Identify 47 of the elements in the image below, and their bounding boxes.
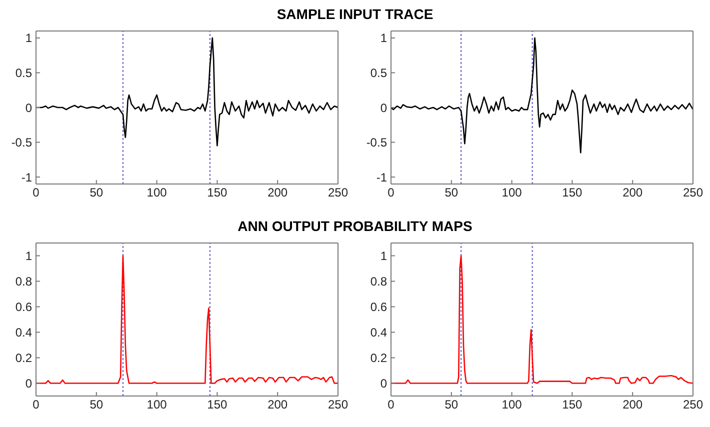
x-tick-label: 100 — [502, 186, 522, 200]
x-tick-label: 200 — [268, 398, 288, 412]
y-tick-label: 0 — [380, 100, 388, 115]
y-tick-label: 0 — [25, 100, 32, 115]
line-series — [36, 255, 338, 384]
x-tick-label: 200 — [268, 186, 288, 200]
x-tick-label: 50 — [444, 186, 458, 200]
x-tick-label: 150 — [562, 186, 583, 200]
x-tick-label: 150 — [207, 186, 228, 200]
y-tick-label: -0.5 — [366, 136, 388, 150]
x-tick-label: 250 — [682, 398, 704, 412]
y-tick-label: 1 — [380, 31, 388, 46]
line-series — [391, 255, 693, 384]
x-tick-label: 250 — [328, 186, 348, 200]
x-tick-label: 200 — [622, 398, 643, 412]
y-tick-label: 0.8 — [370, 274, 388, 289]
x-tick-label: 50 — [444, 398, 458, 412]
x-tick-label: 200 — [622, 186, 643, 200]
y-tick-label: 0.8 — [15, 274, 32, 289]
y-tick-label: 0.4 — [15, 326, 32, 340]
x-tick-label: 150 — [207, 398, 228, 412]
y-tick-label: 1 — [25, 249, 32, 264]
x-tick-label: 100 — [146, 186, 168, 200]
y-tick-label: 0.2 — [370, 351, 388, 366]
x-tick-label: 50 — [90, 398, 104, 412]
y-tick-label: 0.4 — [370, 326, 388, 340]
x-tick-label: 50 — [90, 186, 104, 200]
y-tick-label: 0.5 — [370, 66, 388, 80]
x-tick-label: 100 — [146, 398, 168, 412]
x-tick-label: 250 — [682, 186, 704, 200]
y-tick-label: -0.5 — [11, 136, 32, 150]
y-tick-label: 1 — [380, 249, 388, 264]
y-tick-label: -1 — [376, 170, 388, 184]
y-tick-label: 0.6 — [370, 300, 388, 314]
y-tick-label: 0.6 — [15, 300, 32, 314]
y-tick-label: -1 — [21, 170, 32, 184]
chart-title: SAMPLE INPUT TRACE — [276, 5, 434, 24]
y-tick-label: 0.2 — [15, 351, 32, 366]
x-tick-label: 100 — [502, 398, 522, 412]
y-tick-label: 0 — [25, 376, 32, 391]
line-series — [391, 37, 693, 154]
x-tick-label: 250 — [328, 398, 348, 412]
chart-title: ANN OUTPUT PROBABILITY MAPS — [236, 217, 474, 236]
y-tick-label: 0 — [380, 376, 388, 391]
x-tick-label: 150 — [562, 398, 583, 412]
y-tick-label: 1 — [25, 31, 32, 46]
y-tick-label: 0.5 — [15, 66, 32, 80]
